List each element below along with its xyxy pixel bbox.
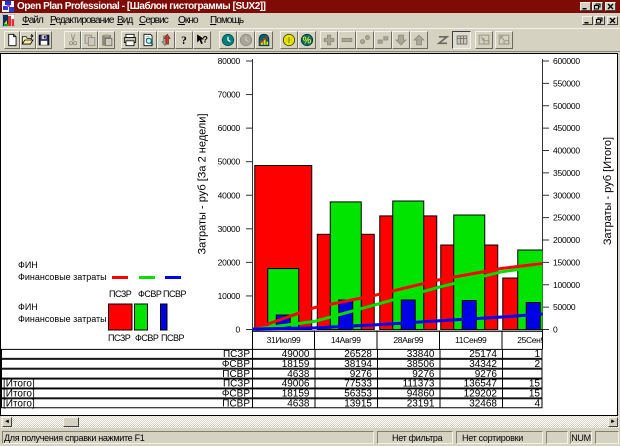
- svg-text:77533: 77533: [344, 379, 372, 390]
- svg-text:11Сен99: 11Сен99: [455, 335, 487, 345]
- svg-text:20000: 20000: [218, 257, 241, 267]
- svg-text:49000: 49000: [282, 349, 310, 360]
- svg-text:23191: 23191: [407, 398, 435, 409]
- svg-text:50000: 50000: [218, 157, 241, 167]
- svg-text:600000: 600000: [553, 56, 580, 66]
- svg-text:28Авг99: 28Авг99: [393, 335, 423, 345]
- svg-text:ФСВР: ФСВР: [222, 389, 250, 400]
- svg-text:31Июл99: 31Июл99: [267, 335, 301, 345]
- svg-text:13915: 13915: [344, 398, 372, 409]
- svg-text:[Итого]: [Итого]: [3, 398, 35, 409]
- svg-text:400000: 400000: [553, 146, 580, 156]
- svg-text:ПСВР: ПСВР: [163, 289, 186, 299]
- svg-text:94860: 94860: [407, 389, 435, 400]
- svg-text:1: 1: [534, 349, 540, 360]
- svg-text:Затраты - руб [Итого]: Затраты - руб [Итого]: [602, 137, 614, 245]
- svg-text:129202: 129202: [464, 389, 498, 400]
- svg-text:33840: 33840: [407, 349, 435, 360]
- svg-text:70000: 70000: [218, 90, 241, 100]
- svg-text:9276: 9276: [350, 369, 373, 380]
- svg-text:2: 2: [534, 359, 540, 370]
- svg-text:Финансовые затраты: Финансовые затраты: [18, 272, 107, 282]
- svg-text:9276: 9276: [412, 369, 435, 380]
- svg-text:ПСЗР: ПСЗР: [108, 333, 131, 343]
- svg-text:136547: 136547: [464, 379, 498, 390]
- svg-text:25174: 25174: [469, 349, 497, 360]
- svg-text:[Итого]: [Итого]: [3, 389, 35, 400]
- svg-text:4638: 4638: [287, 369, 310, 380]
- svg-text:14Авг99: 14Авг99: [331, 335, 361, 345]
- svg-text:38506: 38506: [407, 359, 435, 370]
- svg-text:%: %: [303, 36, 312, 47]
- svg-text:15: 15: [529, 379, 541, 390]
- svg-text:ПСЗР: ПСЗР: [223, 349, 250, 360]
- svg-text:ФСВР: ФСВР: [138, 289, 162, 299]
- svg-text:200000: 200000: [553, 235, 580, 245]
- svg-text:ФСВР: ФСВР: [222, 359, 250, 370]
- svg-text:ПСВР: ПСВР: [222, 398, 250, 409]
- svg-text:30000: 30000: [218, 224, 241, 234]
- svg-text:350000: 350000: [553, 168, 580, 178]
- svg-text:450000: 450000: [553, 123, 580, 133]
- svg-text:18159: 18159: [282, 389, 310, 400]
- svg-text:500000: 500000: [553, 101, 580, 111]
- svg-text:9276: 9276: [475, 369, 498, 380]
- svg-text:25Сен99: 25Сен99: [517, 335, 550, 345]
- svg-text:40000: 40000: [218, 190, 241, 200]
- svg-text:ФИН: ФИН: [18, 302, 38, 312]
- svg-text:80000: 80000: [218, 56, 241, 66]
- svg-text:26528: 26528: [344, 349, 372, 360]
- svg-text:Финансовые затраты: Финансовые затраты: [18, 314, 107, 324]
- svg-text:38194: 38194: [344, 359, 372, 370]
- svg-text:0: 0: [553, 325, 558, 335]
- svg-text:56353: 56353: [344, 389, 372, 400]
- svg-text:4638: 4638: [287, 398, 310, 409]
- svg-text:32468: 32468: [469, 398, 497, 409]
- svg-text:60000: 60000: [218, 123, 241, 133]
- svg-text:Затраты - руб [За 2 недели]: Затраты - руб [За 2 недели]: [197, 113, 209, 254]
- svg-text:ПСЗР: ПСЗР: [223, 379, 250, 390]
- svg-text:10000: 10000: [218, 291, 241, 301]
- svg-text:[Итого]: [Итого]: [3, 379, 35, 390]
- svg-text:15: 15: [529, 389, 541, 400]
- svg-text:100000: 100000: [553, 280, 580, 290]
- svg-text:49006: 49006: [282, 379, 310, 390]
- svg-text:150000: 150000: [553, 257, 580, 267]
- svg-text:ПСВР: ПСВР: [161, 333, 184, 343]
- svg-text:18159: 18159: [282, 359, 310, 370]
- svg-text:ФИН: ФИН: [18, 260, 38, 270]
- svg-text:ПСВР: ПСВР: [222, 369, 250, 380]
- svg-text:34342: 34342: [469, 359, 497, 370]
- svg-text:300000: 300000: [553, 190, 580, 200]
- svg-text:250000: 250000: [553, 213, 580, 223]
- svg-text:4: 4: [534, 398, 540, 409]
- svg-text:ПСЗР: ПСЗР: [109, 289, 132, 299]
- svg-text:111373: 111373: [403, 379, 435, 390]
- svg-text:0: 0: [236, 325, 241, 335]
- svg-text:?: ?: [203, 34, 208, 44]
- svg-text:ФСВР: ФСВР: [135, 333, 159, 343]
- svg-text:550000: 550000: [553, 78, 580, 88]
- svg-text:?: ?: [181, 35, 187, 46]
- svg-text:50000: 50000: [553, 302, 576, 312]
